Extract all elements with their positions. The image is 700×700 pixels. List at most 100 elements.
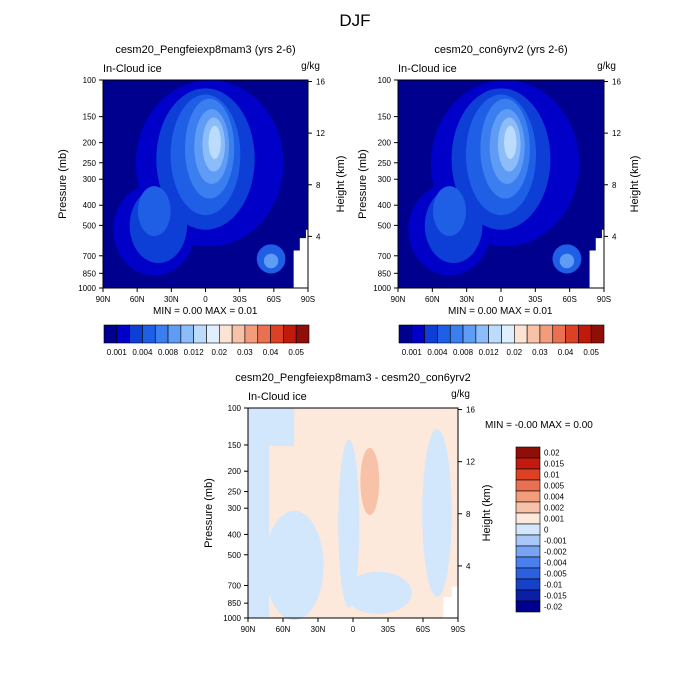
panel-top-left-ytick-label: 1000 [78,284,96,293]
panel-top-left-colorbar-label: 0.05 [288,348,304,357]
panel-top-right-contour-11 [559,253,575,269]
panel-top-right-colorbar-box [552,324,566,344]
panel-top-right-stats: MIN = 0.00 MAX = 0.01 [448,306,553,317]
panel-top-left-contour-5 [137,186,171,236]
panel-bottom-y2label: Height (km) [481,485,493,542]
panel-bottom-xtick-label: 90S [451,625,465,634]
panel-bottom-colorbar-box [515,512,541,525]
panel-bottom-colorbar-label: 0.015 [544,460,565,469]
panel-top-right-ytick-label: 500 [378,221,392,230]
panel-top-left-colorbar-box [103,324,118,344]
panel-top-right-colorbar-box [488,324,502,344]
panel-top-right-xtick-label: 90N [391,295,406,304]
panel-bottom-colorbar-box [515,523,541,536]
panel-top-left-title: cesm20_Pengfeiexp8mam3 (yrs 2-6) [115,44,295,56]
panel-bottom-title: cesm20_Pengfeiexp8mam3 - cesm20_con6yrv2 [235,372,470,384]
panel-top-right-ytick-label: 700 [378,252,392,261]
panel-top-left-colorbar-box [231,324,246,344]
panel-top-right-ytick-label: 200 [378,139,392,148]
panel-bottom-colorbar-box [515,468,541,481]
panel-top-right-xtick-label: 60N [425,295,440,304]
panel-top-left-xtick-label: 30S [233,295,247,304]
panel-bottom-stats: MIN = -0.00 MAX = 0.00 [485,420,593,431]
panel-bottom-colorbar-box [515,490,541,503]
panel-bottom-colorbar-label: -0.015 [544,592,567,601]
panel-top-left-colorbar-label: 0.02 [212,348,228,357]
panel-bottom-neg-region-2 [264,510,324,621]
panel-top-right-ytick-label: 250 [378,159,392,168]
panel-top-right-colorbar-box [565,324,579,344]
panel-bottom-ytick-label: 700 [228,581,242,590]
panel-top-left-colorbar-label: 0.03 [237,348,253,357]
panel-bottom-colorbar-label: -0.002 [544,548,567,557]
panel-bottom-colorbar-box [515,589,541,602]
panel-top-left-colorbar-label: 0.012 [184,348,205,357]
panel-top-right-xtick-label: 30S [528,295,542,304]
panel-top-left-ytick-label: 700 [83,252,97,261]
panel-bottom-colorbar-box [515,446,541,459]
panel-top-right-xtick-label: 60S [563,295,577,304]
panel-top-right-ytick-label: 100 [378,76,392,85]
panel-top-left-ytick-label: 150 [83,113,97,122]
panel-bottom-colorbar-label: -0.005 [544,570,567,579]
panel-top-left-ytick-label: 100 [83,76,97,85]
panel-bottom-colorbar-label: 0.02 [544,449,560,458]
panel-bottom-colorbar-box [515,600,541,613]
panel-top-left-colorbar-box [180,324,194,344]
panel-bottom-colorbar-box [515,501,541,514]
panel-top-left-contour-9 [208,125,221,160]
panel-bottom-xtick-label: 30S [381,625,395,634]
panel-top-right-y2tick-label: 16 [612,78,621,87]
panel-top-right-contour-9 [504,125,517,160]
figure-title: DJF [339,11,370,30]
panel-bottom-colorbar-label: 0.002 [544,504,565,513]
panel-bottom-colorbar-label: 0 [544,526,549,535]
panel-top-left-units: g/kg [301,61,320,72]
panel-top-left-colorbar-box [116,324,130,344]
panel-top-right-xtick-label: 30N [459,295,474,304]
panel-top-left-ytick-label: 300 [83,175,97,184]
panel-top-right-variable: In-Cloud ice [398,63,457,75]
panel-top-right-ytick-label: 300 [378,175,392,184]
panel-bottom-ytick-label: 1000 [223,614,241,623]
panel-bottom: cesm20_Pengfeiexp8mam3 - cesm20_con6yrv2… [203,372,593,634]
panel-top-right-ytick-label: 400 [378,201,392,210]
panel-bottom-units: g/kg [451,389,470,400]
panel-top-right-y2label: Height (km) [629,156,641,213]
panel-bottom-ytick-label: 400 [228,530,242,539]
panel-top-right-colorbar-box [501,324,515,344]
panel-top-left-xtick-label: 0 [203,295,208,304]
panel-bottom-neg-region-5 [422,429,452,597]
panel-top-right-xtick-label: 0 [499,295,504,304]
panel-top-left-colorbar-box [244,324,259,344]
panel-top-right-terrain-mask [589,229,604,288]
panel-top-left-ytick-label: 400 [83,201,97,210]
panel-bottom-xtick-label: 60N [276,625,291,634]
panel-top-right-colorbar-box [449,324,464,344]
panel-top-left-ytick-label: 850 [83,269,97,278]
panel-bottom-ytick-label: 200 [228,467,242,476]
panel-top-right-colorbar-box [398,324,413,344]
panel-top-right-y2tick-label: 4 [612,232,617,241]
panel-top-right-colorbar-label: 0.012 [479,348,500,357]
panel-bottom-neg-region-4 [344,571,412,614]
panel-top-left-colorbar-box [206,324,220,344]
panel-bottom-y2tick-label: 4 [466,562,471,571]
panel-bottom-colorbar-label: -0.02 [544,603,563,612]
panel-top-left-colorbar-label: 0.008 [158,348,179,357]
panel-top-left-ytick-label: 250 [83,159,97,168]
panel-top-left-y2tick-label: 12 [316,129,325,138]
panel-bottom-colorbar-box [515,457,541,470]
panel-top-left-xtick-label: 60S [267,295,281,304]
panel-top-left: cesm20_Pengfeiexp8mam3 (yrs 2-6) In-Cloud… [57,44,347,357]
panel-bottom-ytick-label: 500 [228,551,242,560]
panel-top-right-colorbar-box [539,324,554,344]
panel-top-right-colorbar-box [424,324,438,344]
panel-top-right-colorbar-box [411,324,425,344]
panel-top-left-colorbar-label: 0.001 [107,348,128,357]
panel-top-right-colorbar-box [462,324,477,344]
panel-bottom-neg-region-3 [338,439,360,608]
panel-bottom-ytick-label: 150 [228,441,242,450]
panel-top-right-contour-5 [433,186,466,236]
panel-bottom-colorbar-box [515,578,541,591]
